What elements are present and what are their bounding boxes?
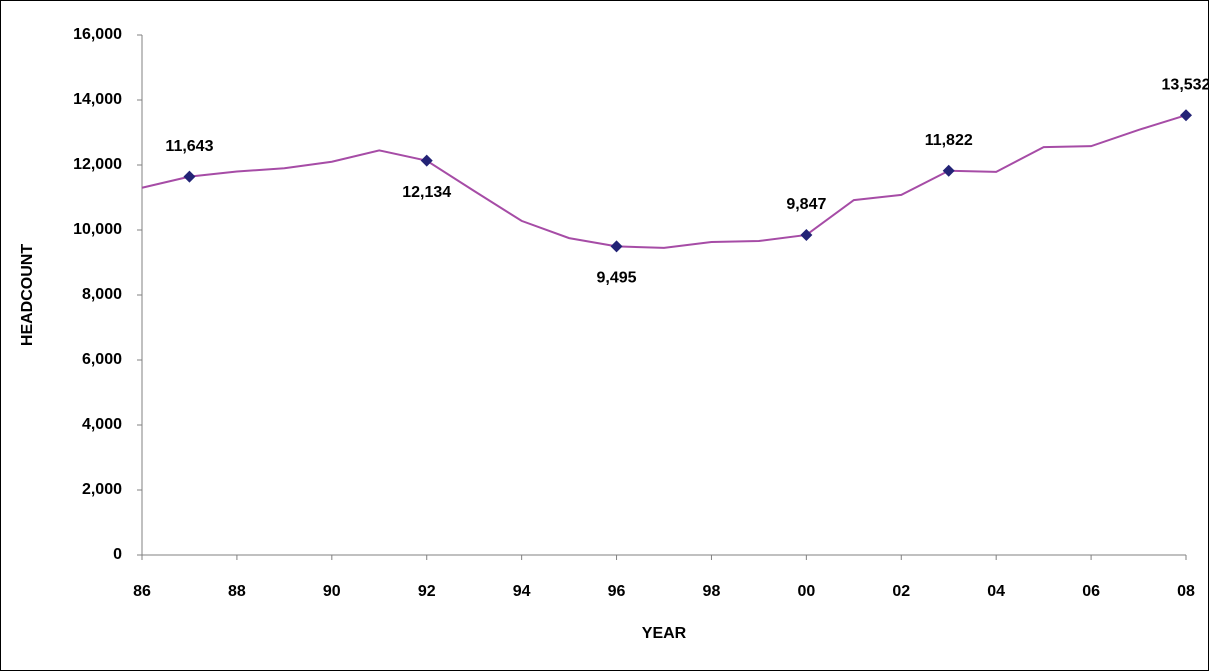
marker xyxy=(610,240,623,253)
x-axis-title: YEAR xyxy=(642,625,687,642)
x-tick-label: 88 xyxy=(228,583,246,600)
data-label: 11,643 xyxy=(165,138,213,155)
y-tick-label: 2,000 xyxy=(82,481,122,498)
y-tick-label: 6,000 xyxy=(82,351,122,368)
data-label: 12,134 xyxy=(402,184,451,201)
y-tick-label: 16,000 xyxy=(73,26,122,43)
marker xyxy=(942,164,955,177)
data-label: 9,495 xyxy=(597,270,637,287)
line xyxy=(141,114,1187,249)
y-tick-label: 14,000 xyxy=(73,91,122,108)
marker xyxy=(183,170,196,183)
marker xyxy=(1180,109,1192,122)
x-tick-label: 98 xyxy=(703,583,721,600)
y-tick-label: 12,000 xyxy=(73,156,122,173)
data-label: 11,822 xyxy=(925,132,973,149)
y-axis-title: HEADCOUNT xyxy=(19,244,36,346)
x-tick-label: 06 xyxy=(1082,583,1100,600)
x-tick-label: 02 xyxy=(892,583,910,600)
data-label: 9,847 xyxy=(786,196,826,213)
data-label: 13,532 xyxy=(1162,76,1209,93)
marker xyxy=(420,154,433,167)
x-tick-label: 04 xyxy=(987,583,1005,600)
y-tick-label: 0 xyxy=(113,546,122,563)
y-tick-label: 4,000 xyxy=(82,416,122,433)
y-tick-label: 8,000 xyxy=(82,286,122,303)
x-tick-label: 92 xyxy=(418,583,436,600)
x-tick-label: 96 xyxy=(608,583,626,600)
y-tick-label: 10,000 xyxy=(73,221,122,238)
x-tick-label: 86 xyxy=(133,583,151,600)
x-tick-label: 94 xyxy=(513,583,531,600)
x-tick-label: 90 xyxy=(323,583,341,600)
marker xyxy=(800,228,813,241)
x-tick-label: 00 xyxy=(797,583,815,600)
x-tick-label: 08 xyxy=(1177,583,1195,600)
